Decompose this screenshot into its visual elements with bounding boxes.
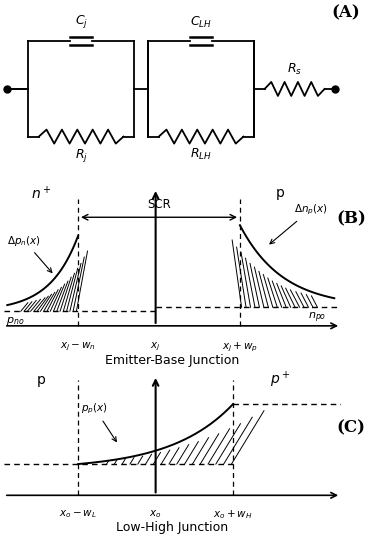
Text: SCR: SCR: [147, 198, 171, 211]
Text: $p_{no}$: $p_{no}$: [5, 316, 24, 328]
Text: $x_j + w_p$: $x_j + w_p$: [222, 340, 258, 354]
Text: p: p: [36, 373, 45, 387]
Text: $\Delta n_p(x)$: $\Delta n_p(x)$: [270, 203, 328, 244]
Text: $p_p(x)$: $p_p(x)$: [82, 401, 116, 442]
Text: $\Delta p_n(x)$: $\Delta p_n(x)$: [7, 234, 52, 272]
Text: $x_j$: $x_j$: [151, 340, 161, 353]
Text: $x_j - w_n$: $x_j - w_n$: [60, 340, 96, 353]
Text: p: p: [276, 186, 285, 200]
Text: $R_s$: $R_s$: [287, 62, 302, 77]
Text: $n^+$: $n^+$: [31, 185, 51, 202]
Text: $R_{LH}$: $R_{LH}$: [190, 147, 212, 162]
Text: $x_o$: $x_o$: [149, 508, 162, 520]
Text: (A): (A): [331, 4, 360, 21]
Text: $R_j$: $R_j$: [74, 147, 88, 164]
Text: (C): (C): [336, 419, 365, 436]
Text: $C_{LH}$: $C_{LH}$: [190, 15, 212, 30]
Text: Low-High Junction: Low-High Junction: [116, 520, 229, 533]
Text: $x_o + w_H$: $x_o + w_H$: [213, 508, 253, 521]
Text: (B): (B): [336, 211, 366, 228]
Text: $n_{po}$: $n_{po}$: [308, 310, 327, 324]
Text: Emitter-Base Junction: Emitter-Base Junction: [105, 354, 240, 367]
Text: $x_o - w_L$: $x_o - w_L$: [59, 508, 97, 520]
Text: $p^+$: $p^+$: [270, 370, 290, 390]
Text: $C_j$: $C_j$: [74, 13, 88, 30]
